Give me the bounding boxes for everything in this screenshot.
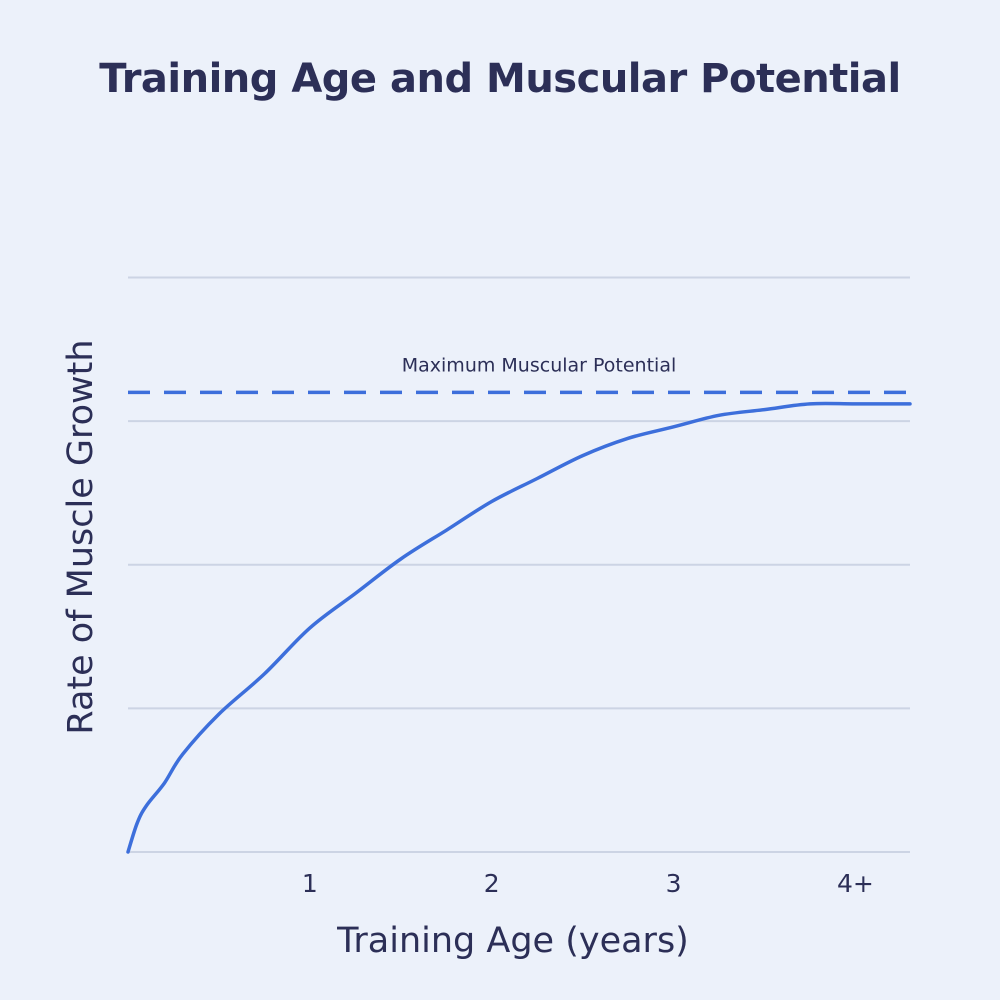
series-line-0	[126, 401, 912, 854]
x-tick-label-1: 2	[484, 869, 500, 898]
reference-line-group: Maximum Muscular Potential	[128, 354, 910, 395]
x-tick-label-2: 3	[666, 869, 682, 898]
y-axis-label: Rate of Muscle Growth	[61, 339, 101, 734]
x-tick-label-3: 4+	[837, 869, 874, 898]
x-tick-labels: 1 2 3 4+	[302, 869, 874, 898]
chart-title: Training Age and Muscular Potential	[99, 56, 901, 102]
reference-line-label: Maximum Muscular Potential	[402, 354, 677, 376]
x-tick-label-0: 1	[302, 869, 318, 898]
series-group	[126, 401, 912, 854]
gridlines	[128, 276, 910, 853]
x-axis-label: Training Age (years)	[336, 921, 689, 961]
